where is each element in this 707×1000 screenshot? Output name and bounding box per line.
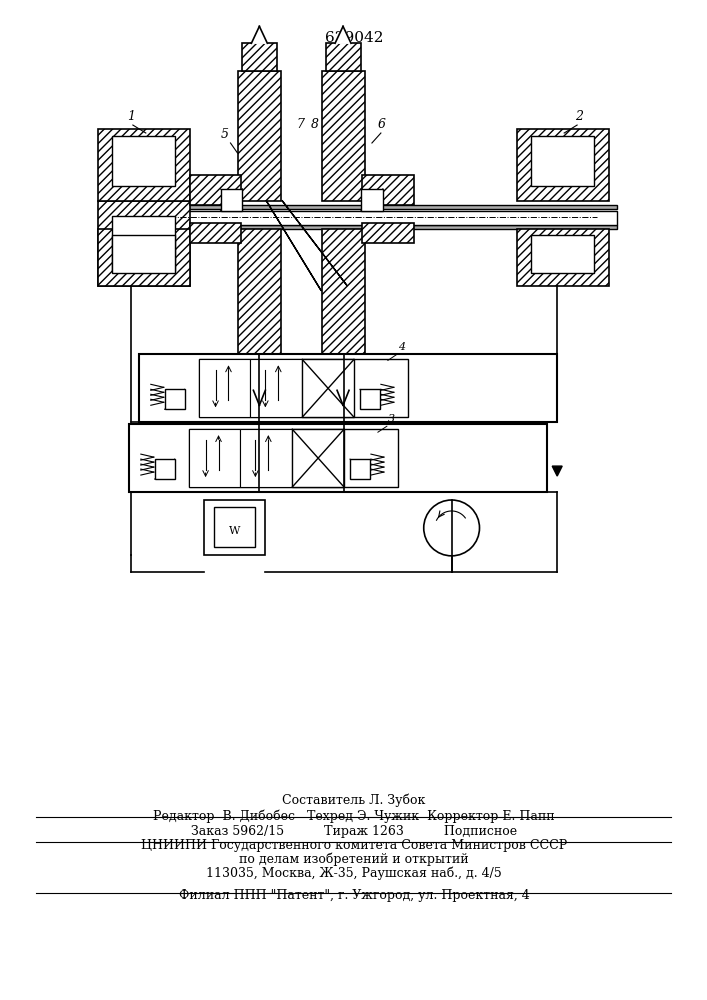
Polygon shape <box>552 466 562 476</box>
Bar <box>238 71 281 201</box>
Text: Составитель Л. Зубок: Составитель Л. Зубок <box>282 794 426 807</box>
Bar <box>531 235 594 273</box>
Bar <box>322 229 365 355</box>
Bar <box>214 507 255 547</box>
Polygon shape <box>335 26 351 43</box>
Bar <box>531 136 594 186</box>
Bar <box>98 225 617 229</box>
Bar <box>189 429 398 487</box>
Text: 1: 1 <box>127 110 135 123</box>
Bar <box>292 429 344 487</box>
Text: 7: 7 <box>296 118 304 131</box>
Bar <box>139 354 557 422</box>
Bar <box>98 129 189 201</box>
Bar <box>199 359 408 417</box>
Bar <box>155 459 175 479</box>
Bar <box>165 389 185 409</box>
Text: Заказ 5962/15          Тираж 1263          Подписное: Заказ 5962/15 Тираж 1263 Подписное <box>191 825 517 838</box>
Bar <box>361 189 383 211</box>
Text: 3: 3 <box>388 414 395 424</box>
Bar <box>221 189 243 211</box>
Bar <box>98 201 189 286</box>
Text: 113035, Москва, Ж-35, Раушская наб., д. 4/5: 113035, Москва, Ж-35, Раушская наб., д. … <box>206 866 502 880</box>
Bar <box>350 459 370 479</box>
Bar <box>199 359 250 417</box>
Bar <box>98 229 189 286</box>
Bar <box>250 359 302 417</box>
Text: 6: 6 <box>378 118 386 131</box>
Text: Филиал ППП "Патент", г. Ужгород, ул. Проектная, 4: Филиал ППП "Патент", г. Ужгород, ул. Про… <box>179 889 530 902</box>
Bar <box>189 429 240 487</box>
Text: 2: 2 <box>575 110 583 123</box>
Bar <box>362 223 414 243</box>
Bar <box>129 424 547 492</box>
Text: 629042: 629042 <box>325 31 383 45</box>
Text: 4: 4 <box>398 342 405 352</box>
Text: Редактор  В. Дибобес   Техред Э. Чужик  Корректор Е. Папп: Редактор В. Дибобес Техред Э. Чужик Корр… <box>153 810 555 823</box>
Text: 8: 8 <box>311 118 319 131</box>
Polygon shape <box>252 26 267 43</box>
Bar <box>112 136 175 186</box>
Circle shape <box>423 500 479 556</box>
Bar <box>322 71 365 201</box>
Bar <box>238 229 281 355</box>
Bar <box>328 355 359 390</box>
Bar <box>518 129 609 201</box>
Bar <box>189 175 242 205</box>
Bar <box>518 229 609 286</box>
Bar <box>204 500 265 555</box>
Bar <box>98 211 617 225</box>
Bar <box>189 223 242 243</box>
Bar <box>245 355 275 390</box>
Bar <box>98 205 617 209</box>
Text: W: W <box>229 526 240 536</box>
Bar <box>360 389 380 409</box>
Text: ЦНИИПИ Государственного комитета Совета Министров СССР: ЦНИИПИ Государственного комитета Совета … <box>141 839 567 852</box>
Bar <box>112 235 175 273</box>
Bar <box>243 43 277 71</box>
Text: по делам изобретений и открытий: по делам изобретений и открытий <box>239 852 469 866</box>
Bar <box>240 429 292 487</box>
Bar <box>362 175 414 205</box>
Text: 5: 5 <box>221 128 228 141</box>
Bar <box>326 43 361 71</box>
Bar <box>302 359 354 417</box>
Bar <box>112 216 175 271</box>
